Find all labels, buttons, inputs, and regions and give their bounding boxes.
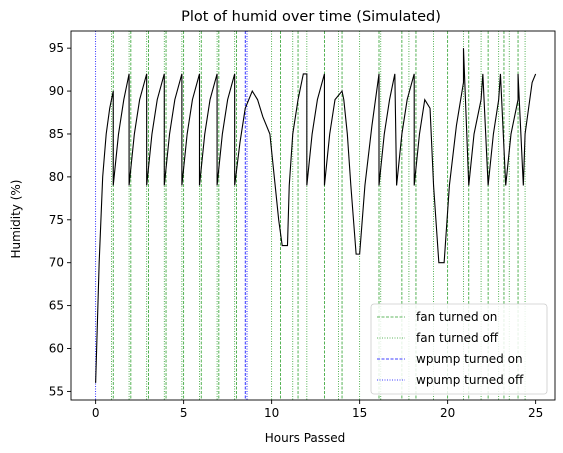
y-tick-label: 60 xyxy=(49,342,64,356)
y-tick-label: 70 xyxy=(49,256,64,270)
axes-frame xyxy=(70,30,556,401)
axes: 0 5 10 15 20 25 55 60 65 70 75 80 85 90 95 xyxy=(49,30,556,420)
legend: fan turned on fan turned off wpump turned … xyxy=(370,303,548,395)
y-tick-label: 65 xyxy=(49,299,64,313)
x-tick-label: 5 xyxy=(180,406,188,420)
y-tick-label: 80 xyxy=(49,170,64,184)
chart-title: Plot of humid over time (Simulated) xyxy=(181,9,441,25)
y-tick-label: 85 xyxy=(49,127,64,141)
x-tick-label: 10 xyxy=(264,406,279,420)
y-tick-label: 95 xyxy=(49,41,64,55)
y-tick-label: 75 xyxy=(49,213,64,227)
legend-label-fan-off: fan turned off xyxy=(416,331,499,345)
series-line-humid xyxy=(95,48,537,383)
x-tick-label: 0 xyxy=(92,406,100,420)
x-tick-label: 15 xyxy=(352,406,367,420)
legend-box xyxy=(370,303,548,395)
legend-label-wpump-off: wpump turned off xyxy=(416,373,524,387)
y-axis-label: Humidity (%) xyxy=(9,180,23,259)
legend-label-wpump-on: wpump turned on xyxy=(416,352,523,366)
x-tick-label: 20 xyxy=(440,406,455,420)
y-tick-label: 55 xyxy=(49,384,64,398)
y-tick-label: 90 xyxy=(49,84,64,98)
legend-label-fan-on: fan turned on xyxy=(416,310,497,324)
x-axis-label: Hours Passed xyxy=(265,431,346,445)
x-tick-label: 25 xyxy=(528,406,543,420)
